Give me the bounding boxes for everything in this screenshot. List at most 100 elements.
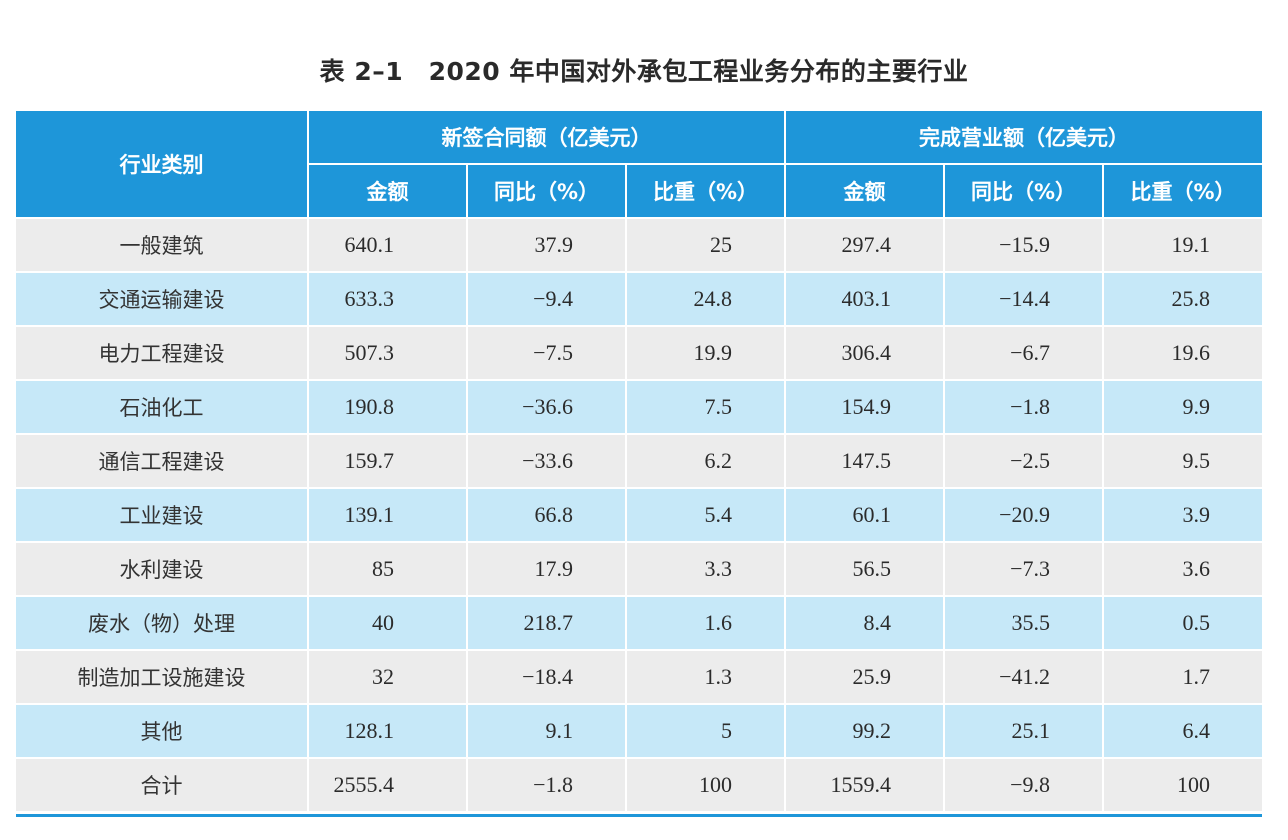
new-yoy-cell: −9.4 bbox=[467, 272, 627, 327]
done-share-cell: 25.8 bbox=[1103, 272, 1263, 327]
done-yoy-cell: −1.8 bbox=[944, 380, 1105, 435]
done-yoy-cell: −9.8 bbox=[944, 758, 1105, 813]
table-row: 水利建设 85 17.9 3.3 56.5 −7.3 3.6 bbox=[16, 542, 1263, 597]
done-yoy-cell: −15.9 bbox=[944, 218, 1105, 273]
header-row-1: 行业类别 新签合同额（亿美元） 完成营业额（亿美元） bbox=[16, 111, 1263, 219]
new-share-cell: 1.6 bbox=[626, 596, 787, 651]
new-share-cell: 24.8 bbox=[626, 272, 787, 327]
done-yoy-cell: −2.5 bbox=[944, 434, 1105, 489]
table-row: 废水（物）处理 40 218.7 1.6 8.4 35.5 0.5 bbox=[16, 596, 1263, 651]
done-share-cell: 19.1 bbox=[1103, 218, 1263, 273]
row-category: 通信工程建设 bbox=[16, 434, 309, 489]
done-amount-cell: 56.5 bbox=[785, 542, 946, 597]
new-yoy-cell: −18.4 bbox=[467, 650, 627, 705]
done-yoy-cell: −20.9 bbox=[944, 488, 1105, 543]
data-table: 行业类别 新签合同额（亿美元） 完成营业额（亿美元） 金额 同比（%） 比重（%… bbox=[16, 111, 1263, 813]
new-amount-cell: 139.1 bbox=[308, 488, 468, 543]
new-yoy-cell: −7.5 bbox=[467, 326, 627, 381]
table-row: 电力工程建设 507.3 −7.5 19.9 306.4 −6.7 19.6 bbox=[16, 326, 1263, 381]
table-row: 交通运输建设 633.3 −9.4 24.8 403.1 −14.4 25.8 bbox=[16, 272, 1263, 327]
header-sub-yoy: 同比（%） bbox=[944, 164, 1105, 219]
header-sub-amount: 金额 bbox=[785, 164, 946, 219]
header-group-completed-revenue: 完成营业额（亿美元） bbox=[785, 111, 1263, 165]
done-share-cell: 0.5 bbox=[1103, 596, 1263, 651]
done-amount-cell: 403.1 bbox=[785, 272, 946, 327]
row-category: 一般建筑 bbox=[16, 218, 309, 273]
new-amount-cell: 190.8 bbox=[308, 380, 468, 435]
bottom-rule bbox=[16, 814, 1262, 817]
row-category: 电力工程建设 bbox=[16, 326, 309, 381]
table-row: 工业建设 139.1 66.8 5.4 60.1 −20.9 3.9 bbox=[16, 488, 1263, 543]
done-share-cell: 6.4 bbox=[1103, 704, 1263, 759]
new-share-cell: 1.3 bbox=[626, 650, 787, 705]
done-share-cell: 3.9 bbox=[1103, 488, 1263, 543]
new-yoy-cell: −33.6 bbox=[467, 434, 627, 489]
done-share-cell: 9.5 bbox=[1103, 434, 1263, 489]
new-share-cell: 5 bbox=[626, 704, 787, 759]
done-amount-cell: 154.9 bbox=[785, 380, 946, 435]
table-row: 其他 128.1 9.1 5 99.2 25.1 6.4 bbox=[16, 704, 1263, 759]
done-amount-cell: 60.1 bbox=[785, 488, 946, 543]
header-sub-share: 比重（%） bbox=[1103, 164, 1263, 219]
new-amount-cell: 32 bbox=[308, 650, 468, 705]
new-amount-cell: 128.1 bbox=[308, 704, 468, 759]
new-yoy-cell: 17.9 bbox=[467, 542, 627, 597]
new-share-cell: 3.3 bbox=[626, 542, 787, 597]
new-share-cell: 25 bbox=[626, 218, 787, 273]
done-share-cell: 19.6 bbox=[1103, 326, 1263, 381]
done-amount-cell: 147.5 bbox=[785, 434, 946, 489]
row-category: 交通运输建设 bbox=[16, 272, 309, 327]
done-amount-cell: 297.4 bbox=[785, 218, 946, 273]
new-yoy-cell: 9.1 bbox=[467, 704, 627, 759]
row-category: 水利建设 bbox=[16, 542, 309, 597]
row-category: 石油化工 bbox=[16, 380, 309, 435]
table-row: 制造加工设施建设 32 −18.4 1.3 25.9 −41.2 1.7 bbox=[16, 650, 1263, 705]
new-share-cell: 100 bbox=[626, 758, 787, 813]
done-yoy-cell: −6.7 bbox=[944, 326, 1105, 381]
table-row: 通信工程建设 159.7 −33.6 6.2 147.5 −2.5 9.5 bbox=[16, 434, 1263, 489]
new-yoy-cell: 66.8 bbox=[467, 488, 627, 543]
new-share-cell: 6.2 bbox=[626, 434, 787, 489]
new-amount-cell: 159.7 bbox=[308, 434, 468, 489]
done-amount-cell: 8.4 bbox=[785, 596, 946, 651]
row-category: 废水（物）处理 bbox=[16, 596, 309, 651]
done-yoy-cell: −14.4 bbox=[944, 272, 1105, 327]
new-amount-cell: 640.1 bbox=[308, 218, 468, 273]
done-amount-cell: 306.4 bbox=[785, 326, 946, 381]
table-row: 一般建筑 640.1 37.9 25 297.4 −15.9 19.1 bbox=[16, 218, 1263, 273]
header-category: 行业类别 bbox=[16, 111, 309, 219]
new-yoy-cell: −36.6 bbox=[467, 380, 627, 435]
table-title: 表 2–1 2020 年中国对外承包工程业务分布的主要行业 bbox=[319, 57, 969, 86]
row-category: 其他 bbox=[16, 704, 309, 759]
header-sub-share: 比重（%） bbox=[626, 164, 787, 219]
done-share-cell: 1.7 bbox=[1103, 650, 1263, 705]
new-amount-cell: 40 bbox=[308, 596, 468, 651]
header-sub-amount: 金额 bbox=[308, 164, 468, 219]
done-yoy-cell: 25.1 bbox=[944, 704, 1105, 759]
header-group-new-contracts: 新签合同额（亿美元） bbox=[308, 111, 787, 165]
done-yoy-cell: 35.5 bbox=[944, 596, 1105, 651]
new-amount-cell: 2555.4 bbox=[308, 758, 468, 813]
table-row: 合计 2555.4 −1.8 100 1559.4 −9.8 100 bbox=[16, 758, 1263, 813]
new-share-cell: 5.4 bbox=[626, 488, 787, 543]
done-share-cell: 3.6 bbox=[1103, 542, 1263, 597]
row-category: 制造加工设施建设 bbox=[16, 650, 309, 705]
done-amount-cell: 99.2 bbox=[785, 704, 946, 759]
table-row: 石油化工 190.8 −36.6 7.5 154.9 −1.8 9.9 bbox=[16, 380, 1263, 435]
new-amount-cell: 633.3 bbox=[308, 272, 468, 327]
done-amount-cell: 1559.4 bbox=[785, 758, 946, 813]
header-sub-yoy: 同比（%） bbox=[467, 164, 627, 219]
done-share-cell: 100 bbox=[1103, 758, 1263, 813]
row-category: 工业建设 bbox=[16, 488, 309, 543]
new-amount-cell: 85 bbox=[308, 542, 468, 597]
row-category: 合计 bbox=[16, 758, 309, 813]
new-amount-cell: 507.3 bbox=[308, 326, 468, 381]
new-yoy-cell: 37.9 bbox=[467, 218, 627, 273]
header-row-2: 金额 同比（%） 比重（%） 金额 同比（%） 比重（%） bbox=[16, 164, 1263, 219]
done-share-cell: 9.9 bbox=[1103, 380, 1263, 435]
new-yoy-cell: 218.7 bbox=[467, 596, 627, 651]
done-yoy-cell: −41.2 bbox=[944, 650, 1105, 705]
new-yoy-cell: −1.8 bbox=[467, 758, 627, 813]
table-body: 一般建筑 640.1 37.9 25 297.4 −15.9 19.1 交通运输建设 633.3… bbox=[16, 218, 1263, 813]
